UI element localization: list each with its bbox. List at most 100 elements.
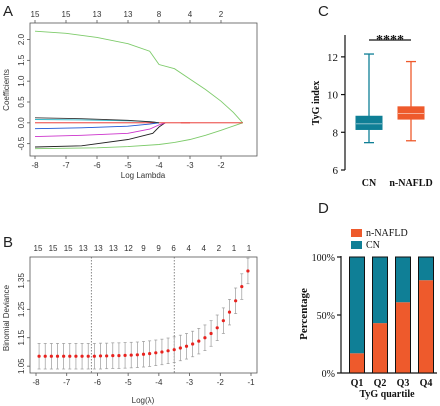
- deviance-point: [154, 351, 158, 355]
- deviance-point: [215, 326, 219, 330]
- top-tick-label-b: 13: [94, 244, 103, 253]
- coefficient-path-7: [34, 117, 160, 124]
- top-tick-label-a: 8: [157, 10, 162, 19]
- y-tick-label-b: 1.15: [17, 329, 26, 345]
- top-tick-label-b: 15: [49, 244, 58, 253]
- category-label-nnafld: n-NAFLD: [389, 178, 432, 189]
- x-tick-label-a: -3: [186, 161, 194, 170]
- quartile-stacked-bar: n-NAFLD CN 0% 50% 100% Q1 Q2 Q3 Q4 TyG quarti…: [298, 228, 437, 400]
- bar-outline-Q3: [395, 256, 411, 374]
- x-tick-label-b: -6: [94, 378, 102, 387]
- x-tick-label-d: Q3: [397, 378, 410, 389]
- top-tick-label-b: 6: [171, 244, 176, 253]
- deviance-point: [86, 354, 90, 358]
- category-label-cn: CN: [362, 178, 377, 189]
- deviance-point: [49, 354, 53, 358]
- plot-frame-b: [29, 256, 258, 374]
- y-tick-label-a: 1.0: [17, 75, 26, 87]
- panel-letter-d: D: [318, 200, 329, 217]
- coefficient-path-chart: -8 -7 -6 -5 -4 -3 -2 -0.5 0.0 0.5 1.0 1.5 2.0 15 15 1…: [2, 10, 258, 180]
- x-axis-label-a: Log Lambda: [121, 171, 166, 180]
- coefficient-path-0: [34, 30, 244, 124]
- x-tick-label-d: Q4: [420, 378, 433, 389]
- plot-frame-a: [29, 22, 258, 157]
- bar-outline-Q1: [349, 256, 365, 374]
- bar-outline-Q2: [372, 256, 388, 374]
- top-tick-label-a: 15: [31, 10, 40, 19]
- y-tick-label-c: 12: [327, 52, 338, 64]
- deviance-point: [172, 348, 176, 352]
- y-tick-label-a: 0.0: [17, 117, 26, 129]
- x-axis-label-d: TyG quartile: [359, 389, 415, 400]
- box-iqr-1: [397, 106, 425, 120]
- tyg-boxplot: 6 8 10 12 **** CN n-NAFLD TyG index: [311, 33, 433, 189]
- x-tick-label-a: -5: [124, 161, 132, 170]
- bar-cn-Q1: [349, 257, 365, 354]
- y-tick-label-d: 100%: [312, 253, 335, 264]
- legend-swatch-cn: [351, 241, 362, 249]
- y-axis-label-d: Percentage: [298, 288, 310, 340]
- bar-nnafld-Q1: [349, 353, 365, 373]
- deviance-point: [184, 344, 189, 348]
- y-tick-label-a: 2.0: [17, 33, 26, 45]
- deviance-point: [148, 352, 152, 356]
- deviance-point: [209, 331, 213, 336]
- y-tick-label-a: -0.5: [17, 136, 26, 150]
- x-tick-label-a: -8: [31, 161, 39, 170]
- deviance-point: [43, 354, 47, 358]
- panel-letter-b: B: [3, 234, 13, 251]
- deviance-point: [191, 342, 195, 346]
- x-tick-label-a: -6: [93, 161, 101, 170]
- top-tick-label-a: 4: [188, 10, 193, 19]
- top-tick-label-b: 2: [217, 244, 222, 253]
- panel-letter-c: C: [318, 3, 329, 20]
- deviance-point: [129, 353, 133, 357]
- deviance-point: [178, 346, 182, 350]
- top-tick-label-b: 9: [141, 244, 146, 253]
- deviance-point: [92, 354, 96, 358]
- top-tick-label-b: 1: [232, 244, 237, 253]
- y-tick-label-b: 1.35: [17, 273, 26, 289]
- deviance-point: [80, 354, 84, 358]
- top-tick-label-b: 1: [247, 244, 252, 253]
- bar-nnafld-Q4: [418, 280, 434, 373]
- deviance-point: [62, 354, 66, 358]
- panel-letter-a: A: [3, 3, 13, 20]
- deviance-point: [117, 354, 121, 358]
- bar-nnafld-Q2: [372, 323, 388, 373]
- top-tick-label-b: 13: [109, 244, 118, 253]
- bar-cn-Q2: [372, 257, 388, 324]
- deviance-point: [203, 336, 207, 340]
- bar-nnafld-Q3: [395, 302, 411, 373]
- x-tick-label-a: -2: [217, 161, 225, 170]
- x-tick-label-a: -7: [62, 161, 70, 170]
- x-tick-label-b: -5: [125, 378, 133, 387]
- x-tick-label-b: -1: [247, 378, 255, 387]
- top-tick-label-a: 15: [62, 10, 71, 19]
- legend-label-cn: CN: [366, 240, 380, 251]
- deviance-point: [74, 354, 78, 358]
- y-tick-label-b: 1.05: [17, 358, 26, 374]
- top-tick-label-a: 2: [219, 10, 224, 19]
- y-axis-label-b: Binomial Deviance: [2, 284, 11, 351]
- y-tick-label-d: 50%: [317, 311, 335, 322]
- bar-cn-Q3: [395, 257, 411, 303]
- bar-outline-Q4: [418, 256, 434, 374]
- x-tick-label-b: -4: [155, 378, 163, 387]
- y-tick-label-a: 0.5: [17, 96, 26, 108]
- deviance-point: [246, 269, 250, 273]
- deviance-point: [55, 354, 60, 358]
- x-tick-label-b: -3: [186, 378, 194, 387]
- y-tick-label-c: 10: [327, 90, 339, 102]
- y-axis-label-c: TyG index: [311, 81, 322, 126]
- coefficient-path-5: [34, 122, 160, 130]
- deviance-point: [135, 353, 139, 357]
- deviance-point: [105, 354, 109, 358]
- significance-label: ****: [376, 33, 404, 48]
- x-tick-label-d: Q1: [351, 378, 364, 389]
- deviance-point: [221, 319, 225, 323]
- top-tick-label-b: 15: [64, 244, 73, 253]
- deviance-point: [123, 353, 127, 357]
- deviance-point: [234, 299, 238, 303]
- y-tick-label-d: 0%: [322, 369, 335, 380]
